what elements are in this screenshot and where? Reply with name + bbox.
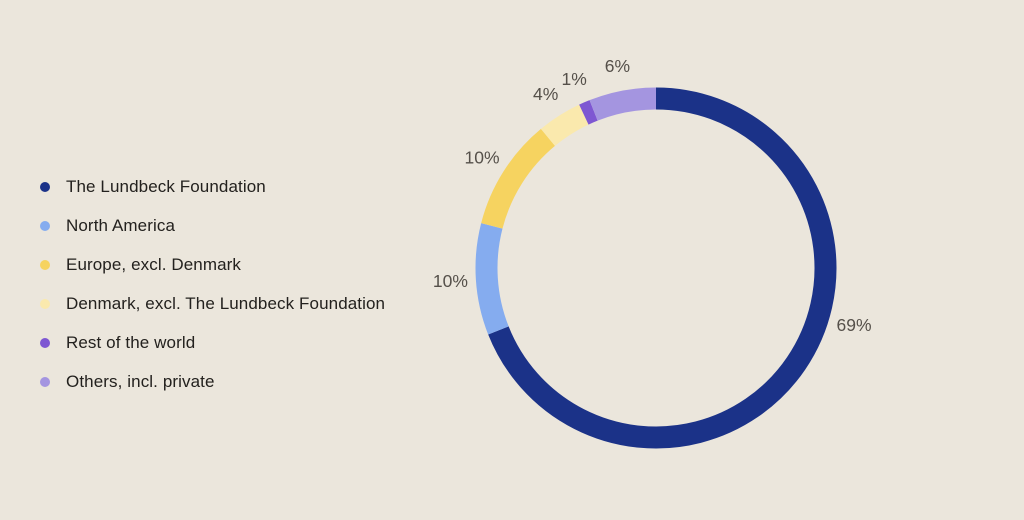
donut-segment-3: [540, 104, 589, 147]
legend-item-label: Others, incl. private: [66, 371, 215, 391]
slice-value-label-1: 10%: [433, 271, 468, 291]
legend-item: North America: [40, 206, 385, 245]
legend-color-dot: [40, 220, 50, 231]
slice-value-label-3: 4%: [533, 84, 558, 104]
legend-color-dot: [40, 376, 50, 387]
donut-segment-2: [481, 128, 556, 229]
slice-value-label-5: 6%: [605, 56, 630, 76]
donut-segment-0: [488, 87, 837, 449]
legend-item: Others, incl. private: [40, 362, 385, 401]
donut-segment-5: [589, 87, 657, 121]
legend-item-label: Denmark, excl. The Lundbeck Foundation: [66, 293, 386, 313]
legend-item: Denmark, excl. The Lundbeck Foundation: [40, 284, 385, 323]
donut-segment-1: [475, 223, 509, 335]
legend-color-dot: [40, 298, 50, 309]
legend: The Lundbeck Foundation North America Eu…: [40, 167, 385, 401]
donut-segment-4: [579, 100, 598, 125]
slice-value-label-4: 1%: [562, 69, 587, 89]
legend-color-dot: [40, 259, 50, 270]
slice-value-label-0: 69%: [837, 315, 872, 335]
legend-item: The Lundbeck Foundation: [40, 167, 385, 206]
legend-color-dot: [40, 181, 50, 192]
legend-item-label: The Lundbeck Foundation: [66, 176, 266, 196]
legend-item-label: North America: [66, 215, 176, 235]
legend-item-label: Europe, excl. Denmark: [66, 254, 242, 274]
legend-color-dot: [40, 337, 50, 348]
legend-item: Europe, excl. Denmark: [40, 245, 385, 284]
legend-item-label: Rest of the world: [66, 332, 196, 352]
legend-item: Rest of the world: [40, 323, 385, 362]
slice-value-label-2: 10%: [465, 148, 500, 168]
